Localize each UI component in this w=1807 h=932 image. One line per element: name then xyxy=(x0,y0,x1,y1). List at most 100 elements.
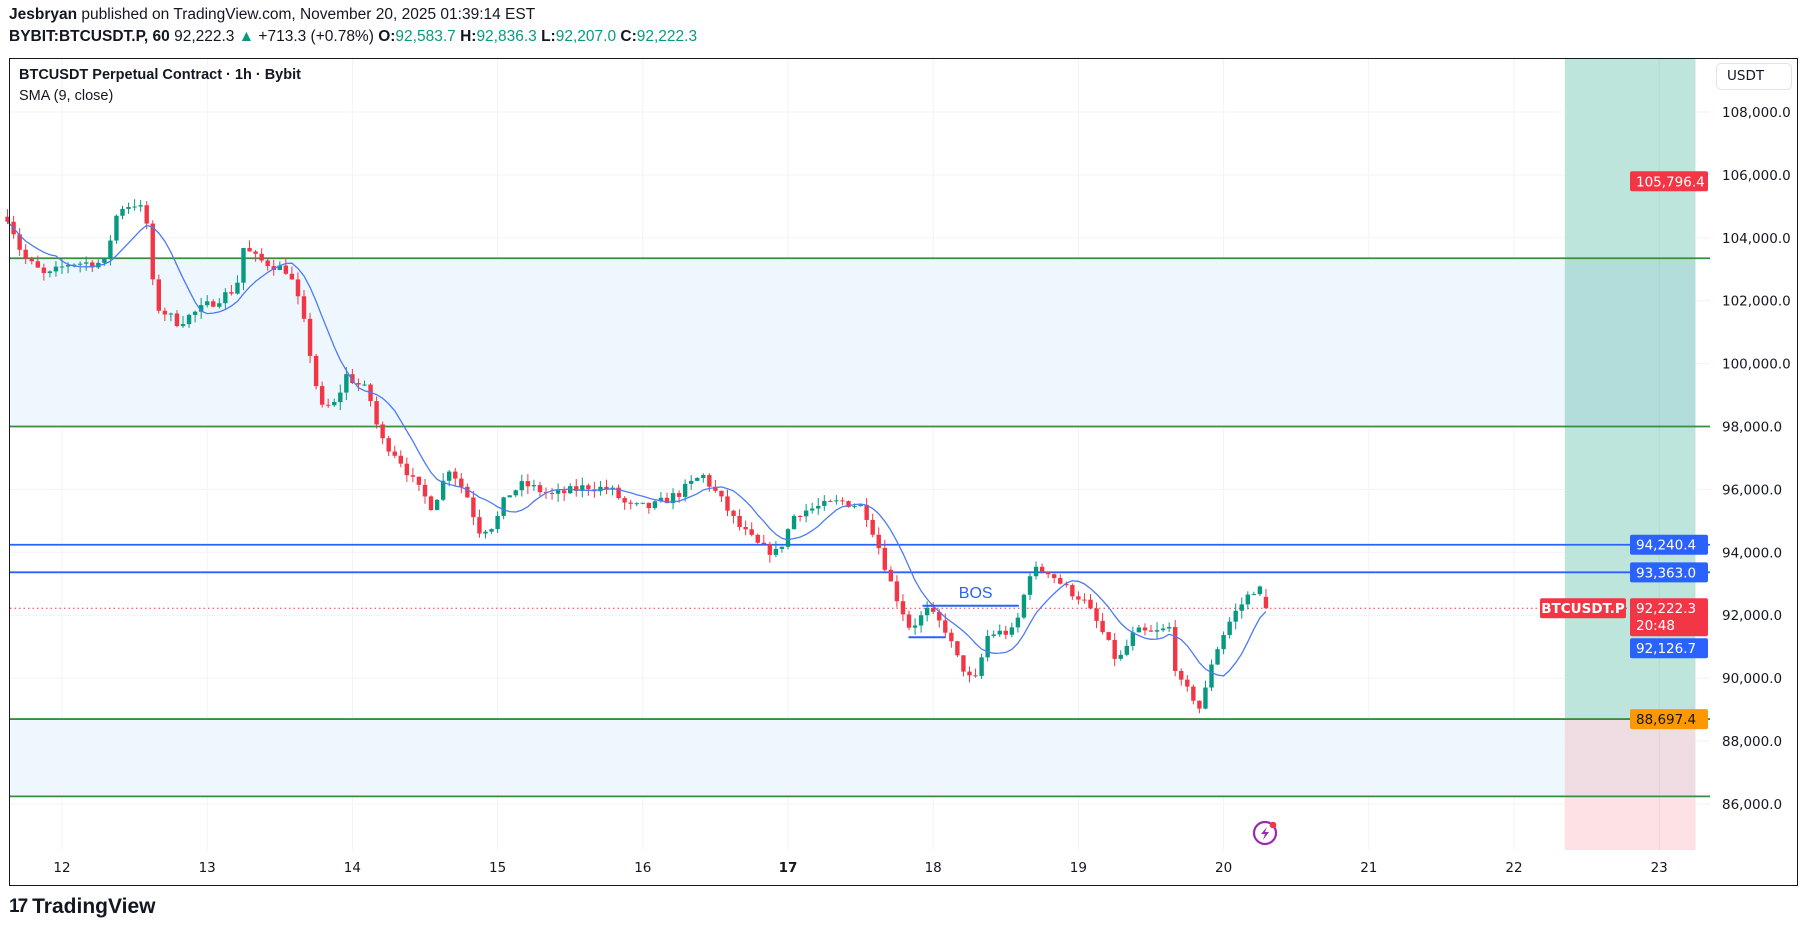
candle-body xyxy=(707,475,712,487)
time-tick-label: 19 xyxy=(1070,860,1087,876)
candle-body xyxy=(23,249,28,259)
candle-body xyxy=(1070,585,1075,597)
candle-body xyxy=(1124,645,1129,655)
candle-body xyxy=(598,486,603,492)
candle-body xyxy=(967,671,972,676)
candle-body xyxy=(846,501,851,507)
candle-body xyxy=(198,305,204,312)
level-label-box xyxy=(1630,534,1708,555)
candle-body xyxy=(229,292,234,294)
candle-body xyxy=(1039,566,1045,573)
candle-body xyxy=(102,257,107,263)
candle-body xyxy=(410,475,416,477)
candle-body xyxy=(344,374,349,393)
candle-body xyxy=(1221,634,1226,650)
candle-body xyxy=(471,497,476,518)
candle-body xyxy=(574,486,579,491)
change: +713.3 (+0.78%) xyxy=(258,28,374,45)
candle-body xyxy=(628,502,633,504)
candle-body xyxy=(949,632,954,642)
flash-alert-icon[interactable] xyxy=(1252,820,1278,846)
candle-body xyxy=(555,490,561,494)
price-tick-label: 90,000.0 xyxy=(1722,671,1782,687)
candle-body xyxy=(174,313,180,327)
candle-body xyxy=(235,282,240,294)
candle-body xyxy=(779,546,785,549)
time-tick-label: 21 xyxy=(1360,860,1377,876)
candle-body xyxy=(126,206,131,209)
time-tick-label: 15 xyxy=(489,860,506,876)
open-label: O: xyxy=(378,28,396,45)
candle-body xyxy=(676,493,682,497)
author[interactable]: Jesbryan xyxy=(9,6,78,23)
candle-body xyxy=(205,301,210,306)
bos-label: BOS xyxy=(959,585,993,602)
candle-body xyxy=(549,493,555,495)
candle-body xyxy=(828,500,833,502)
candle-body xyxy=(434,499,440,511)
candle-body xyxy=(144,205,149,224)
candle-body xyxy=(840,500,845,502)
candle-body xyxy=(180,324,186,327)
candle-body xyxy=(1088,599,1093,609)
candle-body xyxy=(422,484,428,497)
candle-body xyxy=(289,273,295,280)
candle-body xyxy=(882,547,887,570)
candle-body xyxy=(59,266,65,268)
candle-body xyxy=(1118,654,1123,659)
candle-body xyxy=(71,264,77,266)
candle-body xyxy=(961,655,966,672)
candle-body xyxy=(507,495,512,498)
candle-body xyxy=(114,215,119,241)
candle-body xyxy=(761,542,766,545)
candle-body xyxy=(489,529,494,532)
candle-body xyxy=(1233,610,1238,622)
candle-body xyxy=(755,534,760,543)
publish-date: published on TradingView.com, November 2… xyxy=(81,6,536,23)
entry-price-label: 88,697.4 xyxy=(1636,712,1696,728)
candle-body xyxy=(791,515,797,530)
candle-body xyxy=(519,481,524,491)
candle-body xyxy=(1033,566,1039,577)
candle-body xyxy=(701,475,706,478)
candle-body xyxy=(1215,649,1220,665)
candle-body xyxy=(924,607,930,616)
candle-body xyxy=(313,355,319,387)
candle-body xyxy=(1245,594,1250,605)
candle-body xyxy=(307,318,313,356)
candle-body xyxy=(852,506,857,508)
logo-text: TradingView xyxy=(32,895,156,918)
candle-body xyxy=(604,486,609,490)
time-tick-label: 17 xyxy=(779,860,798,876)
candle-body xyxy=(1094,608,1099,621)
candle-body xyxy=(35,261,40,268)
candle-body xyxy=(362,384,367,386)
price-tick-label: 104,000.0 xyxy=(1722,231,1791,247)
logo-icon: 17 xyxy=(9,896,28,917)
candle-body xyxy=(822,500,827,506)
currency-button[interactable]: USDT xyxy=(1716,63,1792,90)
candle-body xyxy=(1064,583,1069,586)
indicator-legend[interactable]: SMA (9, close) xyxy=(19,88,114,104)
time-tick-label: 20 xyxy=(1215,860,1232,876)
candle-body xyxy=(797,515,803,517)
candle-body xyxy=(670,493,676,504)
candle-body xyxy=(453,471,458,479)
open-value: 92,583.7 xyxy=(395,28,456,45)
candle-body xyxy=(1239,604,1244,611)
candle-body xyxy=(900,601,906,615)
price-tick-label: 92,000.0 xyxy=(1722,608,1782,624)
candle-body xyxy=(658,497,664,502)
tradingview-logo[interactable]: 17 TradingView xyxy=(9,895,155,919)
price-tick-label: 94,000.0 xyxy=(1722,545,1782,561)
candle-body xyxy=(162,310,168,315)
candle-body xyxy=(1227,621,1232,635)
candle-body xyxy=(338,392,343,403)
candle-body xyxy=(749,529,754,535)
candle-body xyxy=(1209,664,1214,688)
candle-body xyxy=(682,483,688,497)
level-label-box xyxy=(1630,562,1708,583)
time-tick-label: 14 xyxy=(344,860,361,876)
candle-body xyxy=(1148,630,1154,632)
